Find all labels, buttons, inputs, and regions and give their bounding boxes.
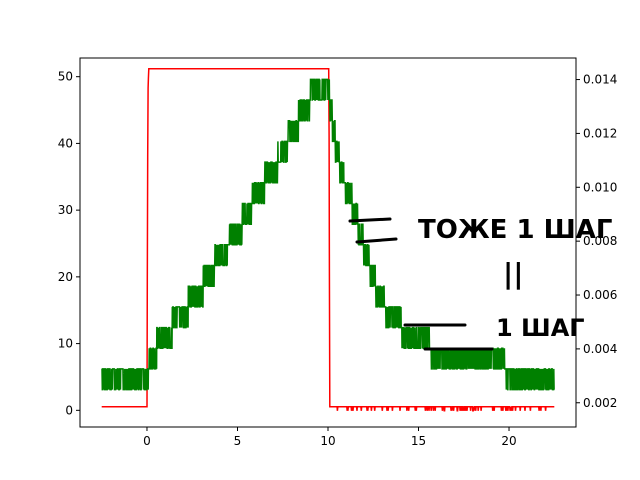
y-left-tick-label: 30: [58, 203, 73, 217]
y-right-tick-label: 0.002: [583, 396, 617, 410]
x-tick-label: 10: [320, 434, 335, 448]
x-tick-label: 15: [411, 434, 426, 448]
annotation-text-same-step: ТОЖЕ 1 ШАГ: [418, 215, 612, 245]
y-left-tick-label: 0: [65, 403, 73, 417]
y-left-tick-label: 20: [58, 270, 73, 284]
series-line-red: [101, 68, 555, 412]
y-left-tick-label: 10: [58, 337, 73, 351]
y-right-tick-label: 0.008: [583, 234, 617, 248]
x-tick-label: 20: [501, 434, 516, 448]
x-tick-label: 5: [234, 434, 242, 448]
annotation-text-equals: ||: [503, 257, 523, 290]
y-right-tick-label: 0.012: [583, 126, 617, 140]
x-tick-label: 0: [143, 434, 151, 448]
series-line-green: [101, 78, 555, 391]
handwritten-annotations: [348, 217, 494, 351]
y-right-tick-label: 0.014: [583, 73, 617, 87]
y-left-tick-label: 40: [58, 136, 73, 150]
y-right-tick-label: 0.010: [583, 180, 617, 194]
annotation-text-one-step: 1 ШАГ: [496, 314, 585, 342]
y-left-tick-label: 50: [58, 70, 73, 84]
y-right-tick-label: 0.006: [583, 288, 617, 302]
y-right-tick-label: 0.004: [583, 342, 617, 356]
annotation-line-1: [348, 217, 392, 223]
annotation-line-2: [355, 237, 398, 244]
